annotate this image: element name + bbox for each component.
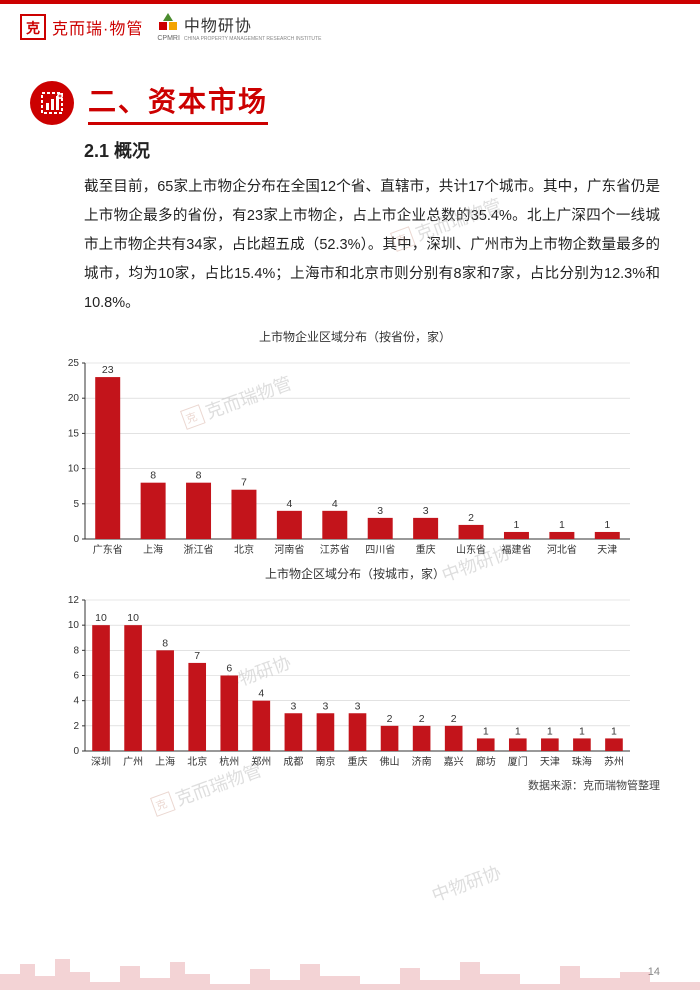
logo-cric-stamp-icon <box>20 14 46 40</box>
svg-text:10: 10 <box>68 620 80 631</box>
chart-city-title: 上市物企区域分布（按城市，家） <box>50 565 660 582</box>
svg-text:4: 4 <box>258 688 264 700</box>
svg-text:20: 20 <box>68 393 80 404</box>
section-header: 二、资本市场 <box>30 80 700 125</box>
logo-cric-text: 克而瑞·物管 <box>52 15 143 39</box>
svg-text:杭州: 杭州 <box>219 755 239 768</box>
svg-text:2: 2 <box>451 713 457 725</box>
svg-text:25: 25 <box>68 358 80 369</box>
svg-text:8: 8 <box>73 645 79 656</box>
svg-text:佛山: 佛山 <box>380 755 400 768</box>
logo-cpmri-text-block: 中物研协 CHINA PROPERTY MANAGEMENT RESEARCH … <box>184 12 322 42</box>
logo-cpmri-sub: CHINA PROPERTY MANAGEMENT RESEARCH INSTI… <box>184 36 322 42</box>
body-paragraph: 截至目前，65家上市物企分布在全国12个省、直辖市，共计17个城市。其中，广东省… <box>84 173 660 318</box>
svg-text:山东省: 山东省 <box>456 543 486 556</box>
svg-text:0: 0 <box>73 746 79 757</box>
svg-text:10: 10 <box>95 612 107 624</box>
svg-text:1: 1 <box>579 725 585 737</box>
svg-text:3: 3 <box>423 505 429 517</box>
chart-province-plot: 0 5 10 15 20 25 23 广东省 8 上海 8 浙江省 7 北京 4 河南省 4 江苏省 3 四川省 3 重庆… <box>50 349 660 559</box>
chart-province: 上市物企业区域分布（按省份，家） 051015202523广东省8上海8浙江省7… <box>50 328 660 559</box>
svg-text:四川省: 四川省 <box>365 543 395 556</box>
svg-text:6: 6 <box>226 663 232 675</box>
svg-text:1: 1 <box>483 725 489 737</box>
svg-text:3: 3 <box>290 700 296 712</box>
svg-text:福建省: 福建省 <box>501 543 531 556</box>
svg-text:嘉兴: 嘉兴 <box>444 755 464 768</box>
svg-text:济南: 济南 <box>412 755 432 768</box>
svg-text:1: 1 <box>514 519 520 531</box>
svg-text:3: 3 <box>377 505 383 517</box>
svg-text:4: 4 <box>332 498 338 510</box>
watermark: 中物研协 <box>428 858 505 907</box>
svg-text:苏州: 苏州 <box>604 755 624 768</box>
svg-text:2: 2 <box>73 721 79 732</box>
header: 克而瑞·物管 CPMRI 中物研协 CHINA PROPERTY MANAGEM… <box>0 4 700 50</box>
logo-cpmri: CPMRI 中物研协 CHINA PROPERTY MANAGEMENT RES… <box>157 12 321 42</box>
svg-text:北京: 北京 <box>234 543 254 556</box>
section-subtitle: 2.1 概况 <box>84 137 700 163</box>
chart-city-plot: 02468101210深圳10广州8上海7北京6杭州4郑州3成都3南京3重庆2佛… <box>50 586 660 771</box>
svg-text:5: 5 <box>73 499 79 510</box>
data-source: 数据来源：克而瑞物管整理 <box>0 777 660 793</box>
svg-text:廊坊: 廊坊 <box>476 755 496 768</box>
svg-text:10: 10 <box>68 464 80 475</box>
svg-text:河北省: 河北省 <box>547 543 577 556</box>
svg-text:天津: 天津 <box>540 756 560 768</box>
svg-text:上海: 上海 <box>155 755 175 768</box>
svg-text:4: 4 <box>73 696 79 707</box>
svg-text:15: 15 <box>68 428 80 439</box>
svg-text:8: 8 <box>150 470 156 482</box>
svg-text:2: 2 <box>419 713 425 725</box>
svg-text:北京: 北京 <box>187 755 207 768</box>
svg-text:6: 6 <box>73 671 79 682</box>
svg-text:深圳: 深圳 <box>91 756 111 768</box>
logo-cpmri-icon: CPMRI <box>157 13 180 42</box>
svg-text:4: 4 <box>286 498 292 510</box>
svg-text:0: 0 <box>73 534 79 545</box>
svg-text:上海: 上海 <box>143 543 163 556</box>
svg-text:23: 23 <box>102 364 114 376</box>
svg-text:1: 1 <box>604 519 610 531</box>
svg-text:广州: 广州 <box>123 756 143 768</box>
svg-text:1: 1 <box>547 725 553 737</box>
svg-text:10: 10 <box>127 612 139 624</box>
logo-cric: 克而瑞·物管 <box>20 14 143 40</box>
svg-text:1: 1 <box>515 725 521 737</box>
svg-text:12: 12 <box>68 595 80 606</box>
chart-province-title: 上市物企业区域分布（按省份，家） <box>50 328 660 345</box>
svg-text:重庆: 重庆 <box>348 755 368 768</box>
footer-silhouette <box>0 954 700 990</box>
chart-city: 上市物企区域分布（按城市，家） 02468101210深圳10广州8上海7北京6… <box>50 565 660 771</box>
svg-text:河南省: 河南省 <box>274 543 304 556</box>
svg-text:浙江省: 浙江省 <box>184 543 214 556</box>
svg-text:江苏省: 江苏省 <box>320 543 350 556</box>
svg-text:3: 3 <box>355 700 361 712</box>
svg-text:厦门: 厦门 <box>508 755 528 768</box>
svg-text:广东省: 广东省 <box>93 543 123 556</box>
svg-text:8: 8 <box>162 637 168 649</box>
svg-text:3: 3 <box>323 700 329 712</box>
svg-text:重庆: 重庆 <box>416 543 436 556</box>
page: 克而瑞·物管 CPMRI 中物研协 CHINA PROPERTY MANAGEM… <box>0 0 700 990</box>
svg-text:2: 2 <box>468 512 474 524</box>
logo-cpmri-abbr: CPMRI <box>157 35 180 42</box>
svg-text:1: 1 <box>559 519 565 531</box>
section-title: 二、资本市场 <box>88 80 268 125</box>
svg-text:7: 7 <box>194 650 200 662</box>
svg-text:天津: 天津 <box>597 544 617 556</box>
svg-text:1: 1 <box>611 725 617 737</box>
svg-text:2: 2 <box>387 713 393 725</box>
svg-text:郑州: 郑州 <box>251 755 271 768</box>
svg-text:成都: 成都 <box>283 756 303 768</box>
logo-cpmri-main: 中物研协 <box>184 18 252 35</box>
chart-icon <box>30 81 74 125</box>
svg-text:7: 7 <box>241 477 247 489</box>
svg-text:南京: 南京 <box>315 755 335 768</box>
svg-text:8: 8 <box>196 470 202 482</box>
svg-text:珠海: 珠海 <box>572 755 592 768</box>
